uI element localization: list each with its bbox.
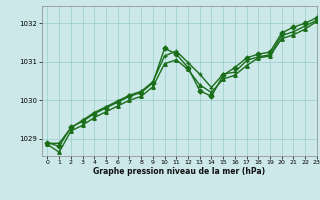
- X-axis label: Graphe pression niveau de la mer (hPa): Graphe pression niveau de la mer (hPa): [93, 167, 265, 176]
